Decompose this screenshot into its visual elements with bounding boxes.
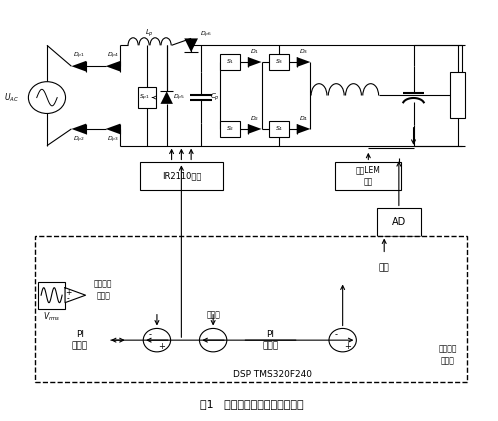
- Text: +: +: [344, 342, 351, 351]
- Polygon shape: [248, 57, 261, 67]
- Text: 输出电压
参考值: 输出电压 参考值: [438, 344, 457, 365]
- Polygon shape: [160, 91, 173, 104]
- Text: $D_{p4}$: $D_{p4}$: [107, 51, 119, 61]
- Text: $S_3$: $S_3$: [275, 58, 283, 67]
- Polygon shape: [106, 61, 121, 72]
- Text: $D_4$: $D_4$: [299, 115, 308, 123]
- Text: $U_{AC}$: $U_{AC}$: [3, 91, 18, 104]
- Polygon shape: [248, 124, 261, 134]
- Bar: [221, 53, 240, 70]
- Text: $D_{p3}$: $D_{p3}$: [107, 134, 119, 144]
- Bar: [138, 87, 156, 108]
- Polygon shape: [71, 61, 86, 72]
- Text: +: +: [158, 342, 165, 351]
- Text: $D_{p1}$: $D_{p1}$: [73, 51, 85, 61]
- Bar: [38, 282, 65, 309]
- Bar: [269, 53, 289, 70]
- Text: -: -: [67, 294, 69, 303]
- Polygon shape: [106, 124, 121, 134]
- Text: DSP TMS320F240: DSP TMS320F240: [233, 370, 312, 379]
- Bar: [140, 163, 223, 189]
- Text: $S_4$: $S_4$: [275, 125, 283, 133]
- Text: 输出电压
瞬时值: 输出电压 瞬时值: [94, 280, 113, 300]
- Text: AD: AD: [392, 217, 406, 227]
- Polygon shape: [297, 124, 310, 134]
- Text: IR2110驱动: IR2110驱动: [162, 171, 201, 181]
- Bar: [335, 163, 401, 189]
- Text: -: -: [148, 330, 151, 339]
- Text: $S_2$: $S_2$: [226, 125, 235, 133]
- Text: $D_3$: $D_3$: [299, 48, 308, 56]
- Text: $D_{p6}$: $D_{p6}$: [200, 30, 212, 40]
- Bar: [450, 72, 465, 118]
- Bar: [52, 321, 108, 359]
- Text: $D_{p5}$: $D_{p5}$: [173, 93, 185, 103]
- Text: 正弦波: 正弦波: [206, 311, 220, 320]
- Circle shape: [200, 328, 227, 352]
- Bar: [221, 120, 240, 137]
- Text: PI
调节器: PI 调节器: [262, 330, 278, 351]
- Text: -: -: [334, 330, 337, 339]
- Text: 整流: 整流: [379, 264, 389, 272]
- Text: $S_1$: $S_1$: [226, 58, 235, 67]
- Bar: [377, 208, 421, 236]
- Circle shape: [28, 82, 66, 114]
- Text: $V_{rms}$: $V_{rms}$: [43, 310, 60, 322]
- Text: $S_{p1}$: $S_{p1}$: [139, 93, 150, 103]
- Text: 图1   变频变压电源系统结构框图: 图1 变频变压电源系统结构框图: [200, 399, 304, 409]
- Bar: [269, 120, 289, 137]
- Text: +: +: [65, 288, 71, 297]
- Text: $C_p$: $C_p$: [210, 92, 220, 103]
- Circle shape: [143, 328, 171, 352]
- Polygon shape: [65, 288, 86, 303]
- Text: $L_p$: $L_p$: [145, 28, 154, 39]
- Text: PI
调节器: PI 调节器: [72, 330, 88, 351]
- Bar: [35, 236, 467, 382]
- Text: $D_{p2}$: $D_{p2}$: [73, 134, 85, 144]
- Bar: [360, 254, 409, 282]
- Circle shape: [329, 328, 357, 352]
- Polygon shape: [71, 124, 86, 134]
- Text: $D_1$: $D_1$: [250, 48, 259, 56]
- Bar: [243, 321, 299, 359]
- Polygon shape: [297, 57, 310, 67]
- Polygon shape: [184, 38, 198, 52]
- Text: $D_2$: $D_2$: [250, 115, 259, 123]
- Text: 电压LEM
采样: 电压LEM 采样: [356, 165, 381, 187]
